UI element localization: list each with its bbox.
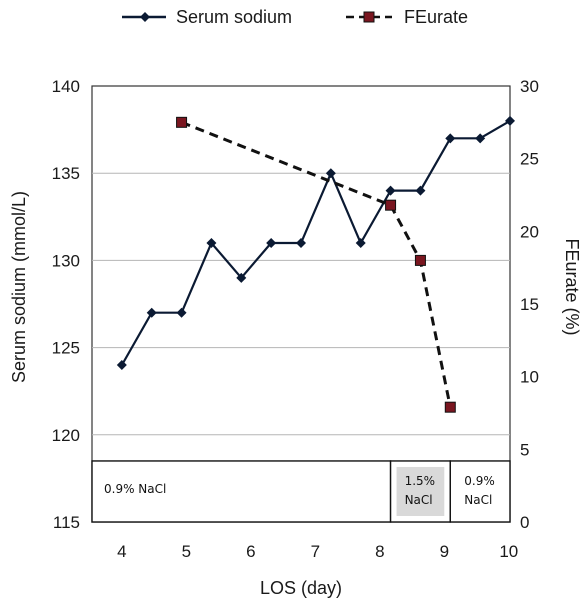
right-tick-label: 25 (520, 150, 539, 169)
right-tick-label: 5 (520, 440, 529, 459)
right-tick-label: 0 (520, 513, 529, 532)
data-point-serum-sodium (475, 133, 486, 144)
data-point-serum-sodium (445, 133, 456, 144)
left-axis-title: Serum sodium (mmol/L) (9, 191, 29, 383)
treatment-band-label: 0.9% (464, 474, 495, 488)
treatment-band (91, 460, 392, 523)
treatment-band-label: 1.5% (405, 474, 436, 488)
data-point-serum-sodium (146, 307, 157, 318)
plot-frame (91, 85, 511, 523)
x-axis-title: LOS (day) (260, 578, 342, 598)
treatment-band-shade (396, 466, 445, 516)
treatment-band (449, 460, 511, 523)
data-point-serum-sodium (116, 360, 127, 371)
right-tick-label: 20 (520, 222, 539, 241)
right-tick-label: 15 (520, 295, 539, 314)
treatment-band-label: 0.9% NaCl (104, 482, 166, 496)
x-tick-label: 10 (499, 542, 518, 561)
grid (92, 172, 510, 436)
right-tick-label: 30 (520, 77, 539, 96)
data-point-feurate (414, 254, 426, 266)
left-tick-label: 125 (52, 339, 80, 358)
left-axis-ticks: 115 120 125 130 135 140 (52, 77, 80, 532)
x-tick-label: 5 (182, 542, 191, 561)
x-axis-ticks: 4 5 6 7 8 9 10 (117, 542, 518, 561)
left-tick-label: 115 (53, 513, 80, 532)
data-point-feurate (176, 116, 188, 128)
data-point-serum-sodium (296, 237, 306, 248)
x-tick-label: 4 (117, 542, 126, 561)
data-point-serum-sodium (236, 272, 247, 283)
x-tick-label: 9 (440, 542, 449, 561)
legend: Serum sodium FEurate (122, 7, 468, 27)
legend-feurate-marker (363, 11, 375, 23)
series-line-serum-sodium (120, 119, 511, 366)
x-tick-label: 8 (375, 542, 384, 561)
treatment-bands: 0.9% NaCl 1.5% NaCl 0.9% NaCl (91, 460, 511, 523)
legend-serum-sodium-marker (140, 12, 150, 22)
legend-serum-sodium-label: Serum sodium (176, 7, 292, 27)
left-tick-label: 120 (52, 426, 80, 445)
right-tick-label: 10 (520, 368, 539, 387)
data-point-serum-sodium (505, 115, 515, 126)
data-point-serum-sodium (415, 185, 426, 196)
series (116, 115, 515, 413)
data-point-serum-sodium (206, 237, 217, 248)
right-axis-title: FEurate (%) (562, 238, 582, 335)
legend-feurate-label: FEurate (404, 7, 468, 27)
data-point-feurate (444, 401, 456, 413)
left-tick-label: 140 (52, 77, 80, 96)
data-point-serum-sodium (355, 237, 366, 248)
data-point-feurate (385, 199, 397, 211)
x-tick-label: 7 (311, 542, 320, 561)
left-tick-label: 135 (52, 164, 80, 183)
data-point-serum-sodium (176, 307, 187, 318)
data-point-serum-sodium (385, 185, 396, 196)
series-line-feurate (181, 120, 452, 408)
data-point-serum-sodium (325, 168, 336, 179)
right-axis-ticks: 0 5 10 15 20 25 30 (520, 77, 539, 532)
data-point-serum-sodium (266, 237, 277, 248)
left-tick-label: 130 (52, 251, 80, 270)
x-tick-label: 6 (246, 542, 255, 561)
treatment-band-label: NaCl (464, 493, 492, 507)
treatment-band-label: NaCl (405, 493, 433, 507)
